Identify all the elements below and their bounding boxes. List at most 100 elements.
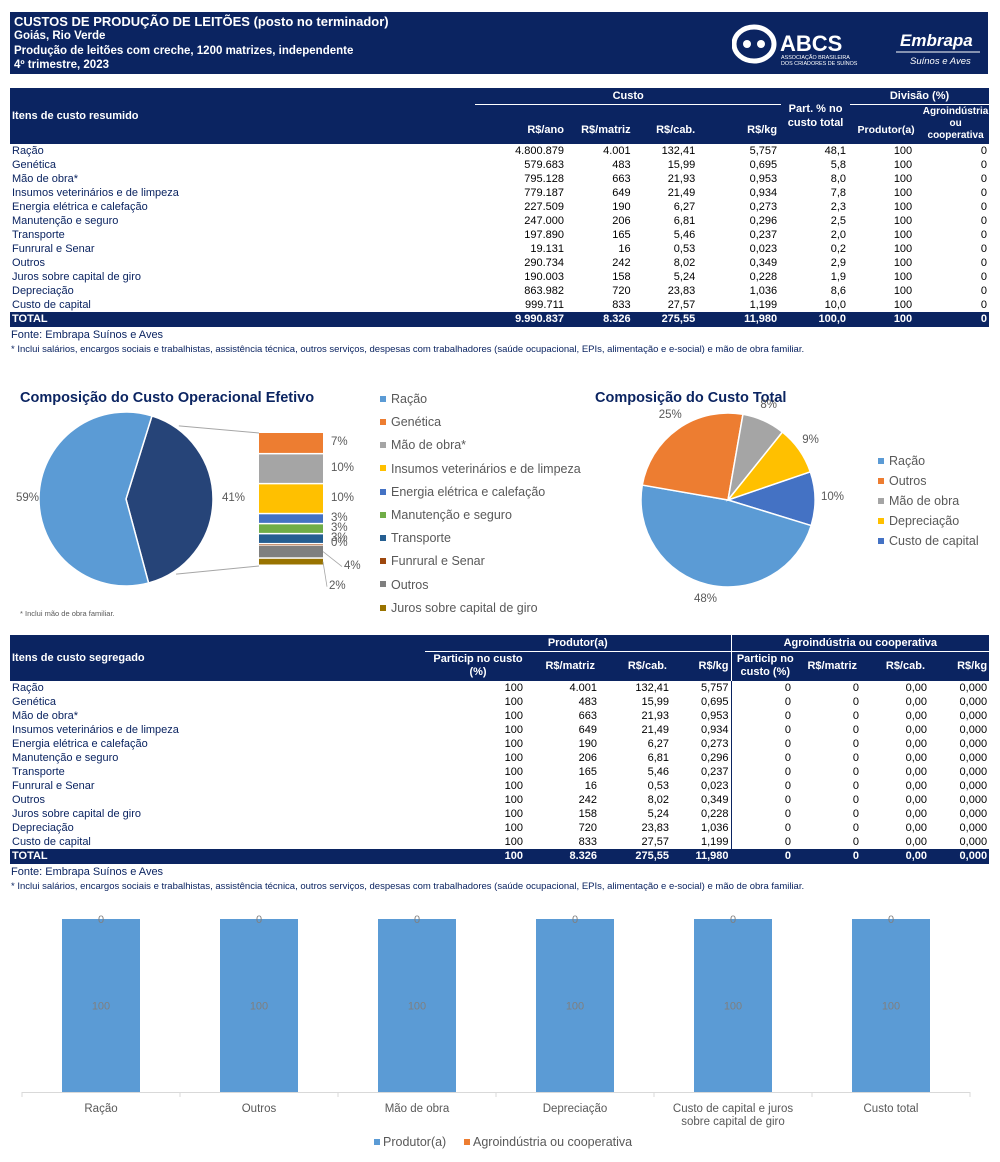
cell-matriz: 649 [612,186,631,199]
cell-kg: 0,273 [749,200,778,213]
row-label: Mão de obra* [12,172,79,185]
total-slice-label-2: 8% [760,399,777,412]
summary-cost-table: Itens de custo resumido Custo Part. % no… [10,88,989,327]
coe-bar-label-3: 3% [331,511,348,524]
legend-swatch [878,477,884,484]
cell-ano: 19.131 [530,242,564,255]
cell-ano: 190.003 [524,270,564,283]
row-label: Genética [12,158,57,171]
cell-cab: 15,99 [667,158,696,171]
cell-p-0: 100 [504,737,523,750]
report-system: Produção de leitões com creche, 1200 mat… [14,44,354,57]
cell-prod: 100 [893,172,913,185]
cell-kg: 11,980 [699,312,782,327]
cell-matriz: 720 [612,284,631,297]
report-title: CUSTOS DE PRODUÇÃO DE LEITÕES (posto no … [14,14,389,29]
seg-col-prod-0: Particip no custo (%) [425,651,533,681]
cell-agro: 0 [980,186,987,199]
legend-swatch [380,534,386,541]
cell-matriz: 16 [618,242,631,255]
cell-p-0: 100 [504,779,523,792]
total-chart-title: Composição do Custo Total [595,390,787,406]
cell-cab: 132,41 [661,144,696,157]
total-legend-item: Outros [878,474,927,488]
legend-swatch [380,581,386,588]
cell-p-3: 11,980 [671,849,732,864]
cell-kg: 1,199 [749,298,778,311]
bar-0-2 [378,919,456,1092]
coe-label-main-1: 41% [222,492,246,504]
row-label: Outros [12,793,46,806]
legend-swatch [878,537,884,544]
cell-a-2: 0,00 [905,835,928,848]
cell-prod: 100 [893,214,913,227]
coe-bar-segment-1 [259,454,323,483]
legend-swatch [380,511,386,518]
bar-category-line: sobre capital de giro [681,1116,785,1128]
coe-leader-line-8 [322,561,328,587]
cell-a-3: 0,000 [959,723,988,736]
cell-a-3: 0,000 [959,835,988,848]
row-label: Depreciação [12,821,74,834]
row-label: Insumos veterinários e de limpeza [12,186,179,199]
table-row: Depreciação 863.982 720 23,83 1,036 8,6 100 0 [10,284,989,298]
table-row: Ração 4.800.879 4.001 132,41 5,757 48,1 100 0 [10,144,989,158]
cell-cab: 21,93 [667,172,696,185]
coe-legend-item: Funrural e Senar [380,554,485,568]
coe-bar-segment-8 [259,558,323,565]
cell-matriz: 483 [612,158,631,171]
cell-p-0: 100 [504,793,523,806]
cell-p-1: 720 [578,821,597,834]
cell-a-3: 0,000 [959,737,988,750]
bar-value-label: 100 [882,1001,900,1013]
total-slice-3 [725,431,812,502]
cell-prod: 100 [893,256,913,269]
coe-connector-top [178,425,260,434]
cell-a-0: 0 [730,765,802,779]
cell-a-0: 0 [730,751,802,765]
cell-part: 2,9 [830,256,847,269]
cell-ano: 579.683 [524,158,564,171]
bar-value-label: 0 [572,914,578,926]
bar-category-label: Custo de capital e juros sobre capital de… [673,1103,793,1128]
cell-kg: 0,695 [749,158,778,171]
row-label: TOTAL [10,312,476,327]
legend-swatch [878,517,884,524]
table-row: Genética 579.683 483 15,99 0,695 5,8 100 0 [10,158,989,172]
cell-a-0: 0 [730,709,802,723]
cell-p-1: 190 [578,737,597,750]
cell-p-3: 0,953 [700,709,729,722]
bar-value-label: 100 [566,1001,584,1013]
cell-a-3: 0,000 [959,793,988,806]
coe-bar-label-4: 3% [331,521,348,534]
cell-p-3: 0,296 [700,751,729,764]
cell-a-2: 0,00 [905,695,928,708]
cell-p-2: 21,49 [641,723,669,736]
cell-a-1: 0 [852,681,860,694]
cell-a-1: 0 [852,723,860,736]
total-slice-0 [640,484,813,588]
cell-ano: 795.128 [524,172,564,185]
total-chart-legend: Ração Outros Mão de obra Depreciação Custo d… [878,454,998,554]
row-label: Custo de capital [12,298,91,311]
legend-label: Funrural e Senar [391,554,485,569]
division-stacked-bar-chart: 100 0 Ração 100 0 Outros 100 0 Mão de obra 100 0 De… [21,914,971,1149]
legend-swatch [380,604,386,611]
cell-a-0: 0 [730,779,802,793]
total-slice-label-3: 9% [802,433,819,446]
table-row: Manutenção e seguro 247.000 206 6,81 0,296 2,… [10,214,989,228]
cell-p-2: 132,41 [635,681,669,694]
cell-cab: 21,49 [667,186,696,199]
bar-0-3 [536,919,614,1092]
cell-kg: 0,349 [749,256,778,269]
table-row: Ração 100 4.001 132,41 5,757 0 0 0,00 0,000 [10,681,989,695]
cell-cab: 5,46 [673,228,696,241]
cell-agro: 0 [980,298,987,311]
cell-a-2: 0,00 [905,765,928,778]
cell-p-1: 833 [578,835,597,848]
seg-col-agro-3: R$/kg [929,651,990,681]
summary-col-ano: R$/ano [475,104,570,144]
coe-leader-line-7 [322,551,343,567]
cell-a-3: 0,000 [959,709,988,722]
table-row: Custo de capital 100 833 27,57 1,199 0 0 0,00 0,… [10,835,989,849]
